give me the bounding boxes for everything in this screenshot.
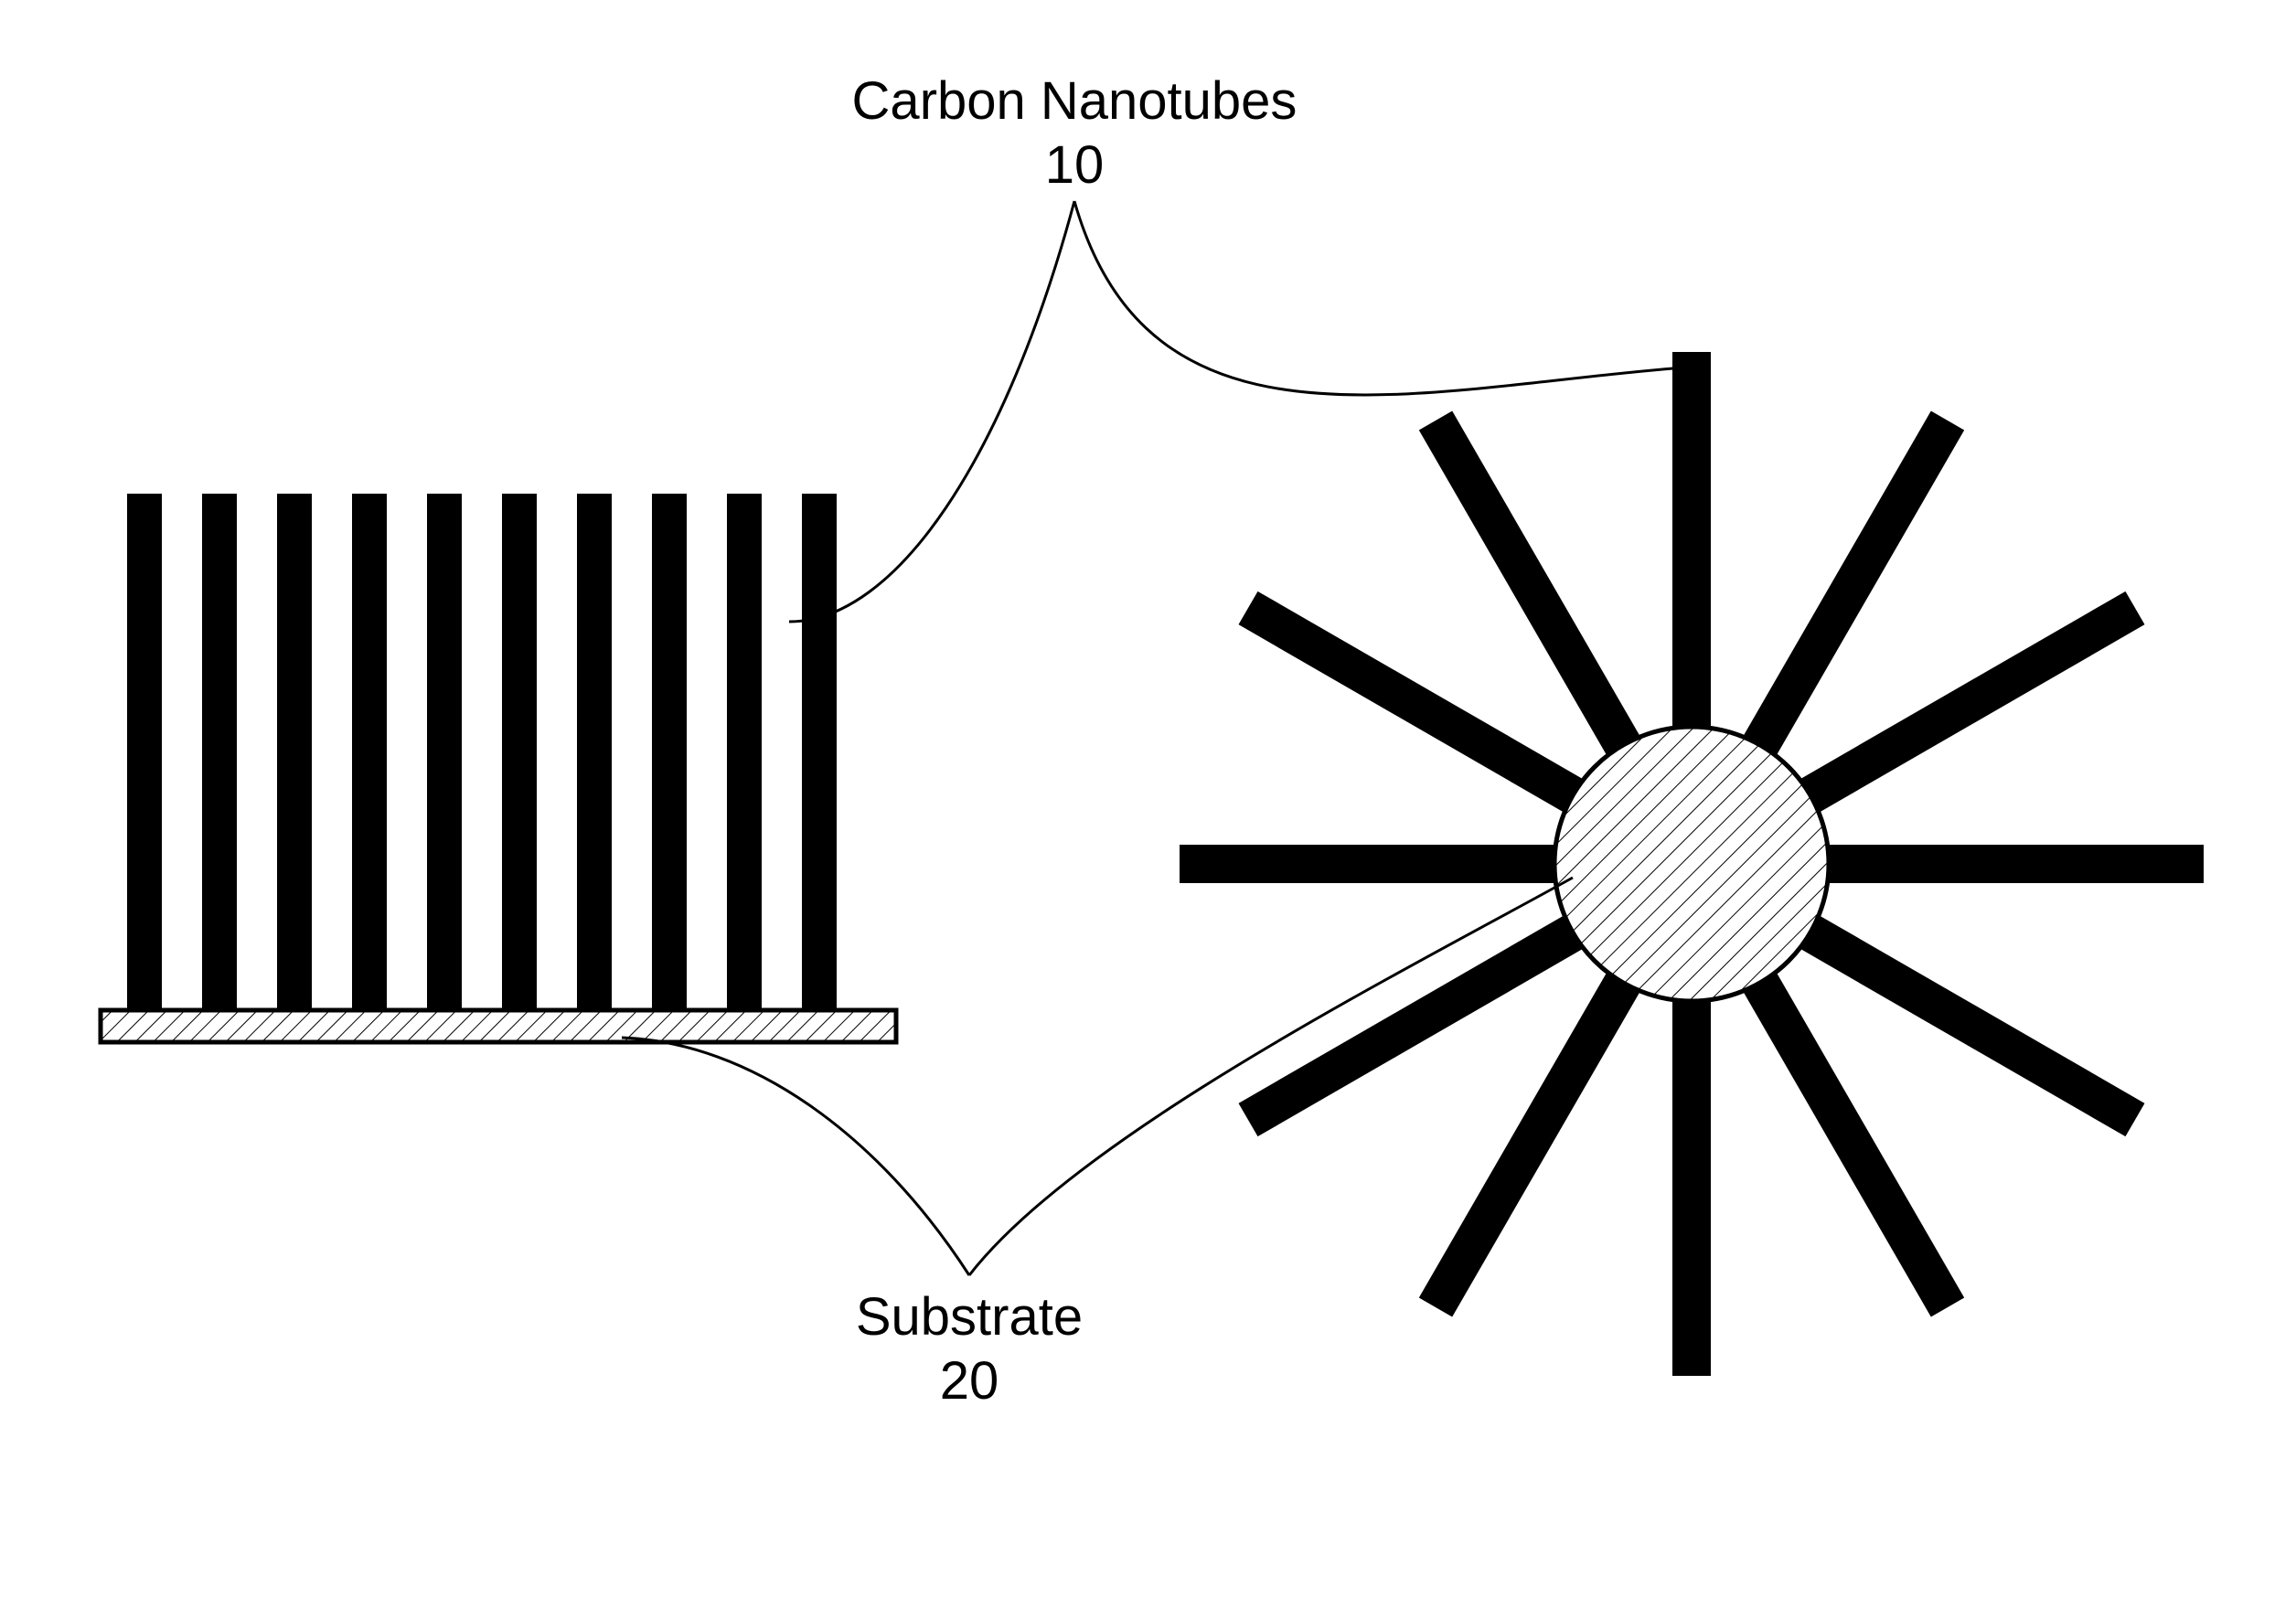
radial-nanotube xyxy=(1248,608,1581,800)
nanotube-bar xyxy=(352,494,387,1010)
substrate-leader-left xyxy=(622,1038,969,1275)
flat-nanotube-array xyxy=(101,494,896,1042)
radial-nanotube xyxy=(1436,421,1628,753)
nanotube-bar xyxy=(727,494,762,1010)
nanotubes-label-number: 10 xyxy=(1045,135,1105,195)
substrate-leader xyxy=(622,878,1573,1275)
nanotube-bar xyxy=(427,494,462,1010)
nanotube-bar xyxy=(502,494,537,1010)
radial-nanotube xyxy=(1802,608,2135,800)
radial-nanotube-array xyxy=(1180,352,2204,1376)
nanotubes-leader-right xyxy=(1074,201,1710,395)
nanotube-bar xyxy=(802,494,837,1010)
nanotube-bar xyxy=(202,494,237,1010)
radial-nanotube xyxy=(1248,928,1581,1120)
nanotube-bar xyxy=(277,494,312,1010)
radial-nanotube xyxy=(1756,975,1948,1307)
substrate-label-number: 20 xyxy=(940,1351,999,1411)
nanotube-bar xyxy=(127,494,162,1010)
radial-substrate xyxy=(1554,727,1829,1001)
nanotubes-label-text: Carbon Nanotubes xyxy=(852,71,1298,131)
nanotube-bar xyxy=(652,494,687,1010)
nanotubes-leader xyxy=(789,201,1710,622)
flat-substrate xyxy=(101,1010,896,1042)
radial-nanotube xyxy=(1756,421,1948,753)
radial-nanotube xyxy=(1436,975,1628,1307)
nanotube-bar xyxy=(577,494,612,1010)
radial-nanotube xyxy=(1802,928,2135,1120)
substrate-label-text: Substrate xyxy=(856,1287,1083,1347)
